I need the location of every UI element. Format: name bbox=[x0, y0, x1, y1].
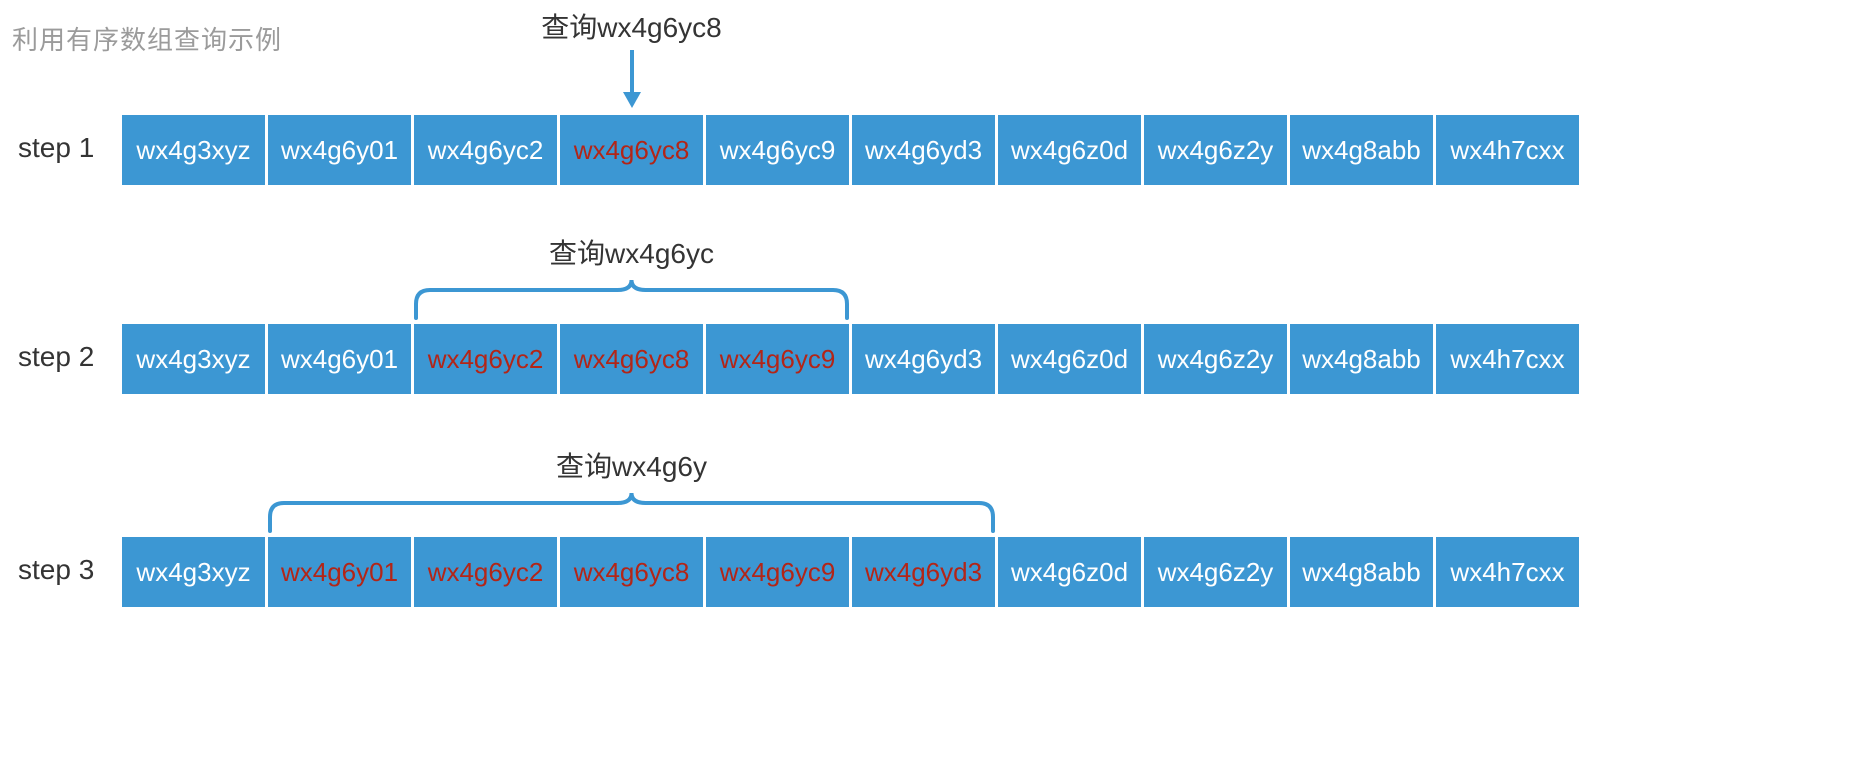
array-cell: wx4g6yc9 bbox=[706, 324, 849, 394]
array-row: wx4g3xyzwx4g6y01wx4g6yc2wx4g6yc8wx4g6yc9… bbox=[122, 537, 1579, 607]
array-cell: wx4g3xyz bbox=[122, 324, 265, 394]
array-row: wx4g3xyzwx4g6y01wx4g6yc2wx4g6yc8wx4g6yc9… bbox=[122, 115, 1579, 185]
array-cell: wx4g3xyz bbox=[122, 537, 265, 607]
query-label: 查询wx4g6yc8 bbox=[541, 6, 722, 46]
query-label: 查询wx4g6yc bbox=[549, 232, 714, 272]
array-cell: wx4g3xyz bbox=[122, 115, 265, 185]
array-cell: wx4g6z0d bbox=[998, 537, 1141, 607]
array-cell: wx4g6yd3 bbox=[852, 115, 995, 185]
array-cell: wx4g6yc8 bbox=[560, 115, 703, 185]
array-cell: wx4h7cxx bbox=[1436, 115, 1579, 185]
array-cell: wx4g6yd3 bbox=[852, 324, 995, 394]
array-cell: wx4g6yc9 bbox=[706, 537, 849, 607]
step-label: step 2 bbox=[18, 341, 94, 373]
array-cell: wx4g6y01 bbox=[268, 537, 411, 607]
diagram-title: 利用有序数组查询示例 bbox=[12, 20, 282, 57]
array-cell: wx4g6yd3 bbox=[852, 537, 995, 607]
array-row: wx4g3xyzwx4g6y01wx4g6yc2wx4g6yc8wx4g6yc9… bbox=[122, 324, 1579, 394]
array-cell: wx4g6y01 bbox=[268, 324, 411, 394]
array-cell: wx4g6yc8 bbox=[560, 324, 703, 394]
brace-icon bbox=[414, 276, 849, 322]
array-cell: wx4g6yc8 bbox=[560, 537, 703, 607]
brace-icon bbox=[268, 489, 995, 535]
array-cell: wx4g6z0d bbox=[998, 324, 1141, 394]
query-label: 查询wx4g6y bbox=[556, 445, 707, 485]
array-cell: wx4g8abb bbox=[1290, 537, 1433, 607]
array-cell: wx4h7cxx bbox=[1436, 537, 1579, 607]
array-cell: wx4g6z2y bbox=[1144, 537, 1287, 607]
step-label: step 1 bbox=[18, 132, 94, 164]
step-label: step 3 bbox=[18, 554, 94, 586]
array-cell: wx4g6z2y bbox=[1144, 324, 1287, 394]
array-cell: wx4g6yc2 bbox=[414, 537, 557, 607]
array-cell: wx4g6yc9 bbox=[706, 115, 849, 185]
arrow-down-icon bbox=[617, 50, 647, 108]
array-cell: wx4g8abb bbox=[1290, 324, 1433, 394]
array-cell: wx4g6z2y bbox=[1144, 115, 1287, 185]
array-cell: wx4g6yc2 bbox=[414, 324, 557, 394]
array-cell: wx4g6yc2 bbox=[414, 115, 557, 185]
array-cell: wx4g6z0d bbox=[998, 115, 1141, 185]
array-cell: wx4h7cxx bbox=[1436, 324, 1579, 394]
array-cell: wx4g6y01 bbox=[268, 115, 411, 185]
array-cell: wx4g8abb bbox=[1290, 115, 1433, 185]
